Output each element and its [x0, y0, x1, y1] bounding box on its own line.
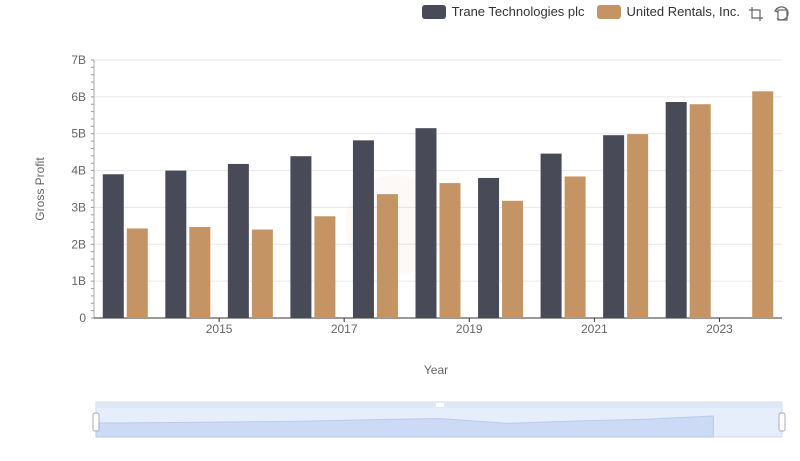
- zoom-slider-preview: [95, 415, 714, 438]
- legend: Trane Technologies plc United Rentals, I…: [421, 4, 740, 19]
- y-axis-title: Gross Profit: [33, 157, 47, 221]
- bar-united-rentals-2021: [564, 176, 586, 318]
- zoom-handle-left: [92, 412, 100, 432]
- legend-swatch-united-rentals: [596, 4, 621, 19]
- y-tick-label: 6B: [71, 90, 86, 104]
- bar-trane-2023: [665, 102, 687, 318]
- bar-trane-2019: [415, 128, 437, 318]
- legend-item-united-rentals[interactable]: United Rentals, Inc.: [596, 4, 740, 19]
- y-tick-label: 5B: [71, 127, 86, 141]
- x-axis-title: Year: [424, 363, 448, 377]
- bar-trane-2014: [102, 174, 124, 318]
- x-tick-label: 2021: [581, 322, 608, 336]
- bar-trane-2022: [603, 135, 625, 318]
- bar-trane-2016: [227, 163, 249, 318]
- zoom-icon[interactable]: [748, 6, 764, 22]
- x-tick-label: 2017: [331, 322, 358, 336]
- bar-united-rentals-2024: [752, 91, 774, 318]
- legend-item-trane[interactable]: Trane Technologies plc: [421, 4, 585, 19]
- bar-trane-2018: [352, 140, 374, 318]
- bar-trane-2021: [540, 153, 562, 318]
- bar-united-rentals-2020: [502, 200, 524, 318]
- x-tick-label: 2023: [706, 322, 733, 336]
- restore-icon[interactable]: [774, 6, 790, 22]
- bar-united-rentals-2023: [689, 104, 711, 318]
- x-tick-label: 2015: [206, 322, 233, 336]
- bar-trane-2020: [478, 177, 500, 318]
- zoom-slider-window: [96, 408, 782, 437]
- legend-label-trane: Trane Technologies plc: [451, 4, 585, 19]
- bar-trane-2015: [165, 170, 187, 318]
- bar-united-rentals-2015: [189, 226, 211, 318]
- bar-united-rentals-2018: [376, 194, 398, 318]
- bar-united-rentals-2014: [126, 228, 148, 318]
- bar-trane-2017: [290, 156, 312, 318]
- y-tick-label: 2B: [71, 237, 86, 251]
- y-tick-label: 7B: [71, 53, 86, 67]
- legend-label-united-rentals: United Rentals, Inc.: [626, 4, 740, 19]
- bar-united-rentals-2022: [627, 134, 649, 318]
- bar-united-rentals-2017: [314, 216, 336, 318]
- y-tick-label: 1B: [71, 274, 86, 288]
- y-tick-label: 4B: [71, 164, 86, 178]
- toolbox: [748, 6, 790, 22]
- zoom-slider-grip: [436, 403, 444, 407]
- zoom-handle-right: [778, 412, 786, 432]
- y-tick-label: 0: [79, 311, 86, 325]
- x-tick-label: 2019: [456, 322, 483, 336]
- legend-swatch-trane: [421, 4, 446, 19]
- bar-united-rentals-2016: [251, 229, 273, 318]
- bar-united-rentals-2019: [439, 183, 461, 318]
- y-tick-label: 3B: [71, 200, 86, 214]
